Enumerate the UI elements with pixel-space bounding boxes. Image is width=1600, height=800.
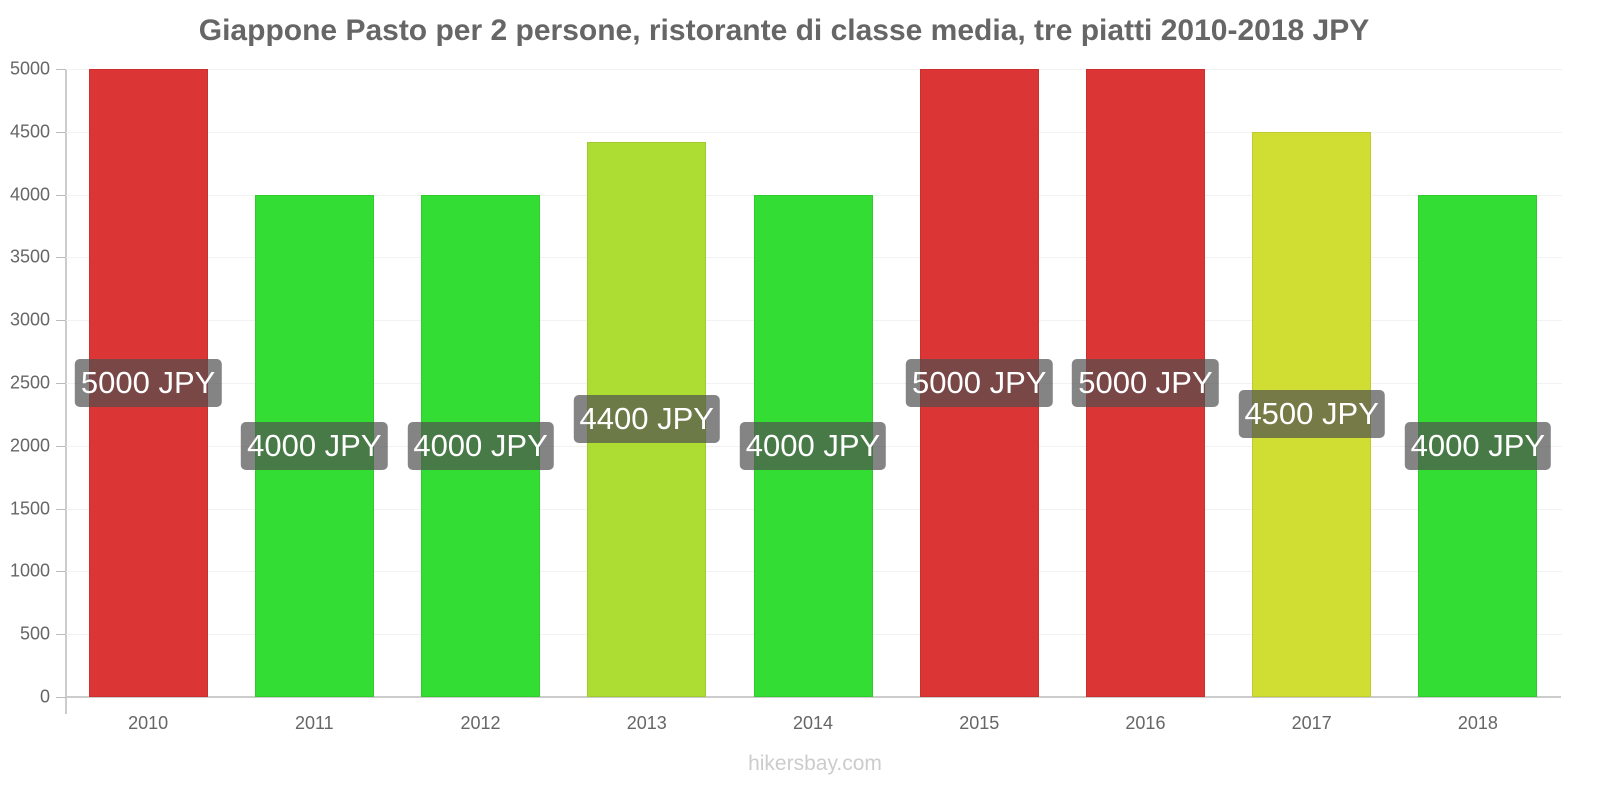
x-tick-label: 2010 (128, 713, 169, 733)
x-axis (65, 696, 1561, 698)
y-tick-mark (56, 571, 66, 573)
y-tick-label: 0 (39, 686, 50, 707)
y-tick-label: 500 (19, 623, 50, 644)
x-tick-label: 2013 (626, 713, 667, 733)
y-tick-label: 3000 (9, 309, 50, 330)
data-label: 4400 JPY (573, 395, 720, 444)
y-tick-label: 5000 (9, 58, 50, 79)
y-tick-mark (56, 445, 66, 447)
y-tick-mark (56, 697, 66, 698)
y-axis (65, 69, 67, 714)
y-tick-mark (56, 69, 66, 70)
data-label: 4000 JPY (241, 421, 388, 470)
data-label: 4500 JPY (1238, 390, 1385, 439)
y-tick-mark (56, 194, 66, 196)
y-tick-mark (56, 320, 66, 322)
data-label: 4000 JPY (1404, 421, 1552, 470)
x-tick-label: 2011 (294, 713, 334, 733)
y-tick-mark (56, 634, 66, 636)
y-tick-label: 3500 (9, 246, 50, 267)
y-tick-label: 2500 (9, 372, 50, 393)
y-tick-mark (56, 383, 66, 384)
x-tick-label: 2012 (460, 713, 501, 733)
y-tick-mark (56, 131, 66, 133)
chart-title: Giappone Pasto per 2 persone, ristorante… (198, 14, 1370, 47)
data-label: 5000 JPY (1072, 359, 1219, 407)
data-label: 5000 JPY (906, 359, 1053, 407)
x-tick-label: 2014 (792, 713, 834, 733)
watermark: hikersbay.com (748, 752, 882, 775)
y-tick-mark (56, 508, 66, 510)
y-tick-label: 4500 (9, 121, 50, 142)
y-tick-label: 1000 (9, 560, 50, 581)
data-label: 4000 JPY (739, 421, 887, 470)
gridline (66, 69, 1562, 70)
plot-area: 0 500 1000 1500 2000 2500 3000 3500 4000 4500 5000… (10, 59, 1562, 733)
x-tick-label: 2017 (1291, 713, 1332, 733)
y-tick-mark (56, 257, 66, 259)
x-tick-label: 2018 (1457, 713, 1498, 733)
y-tick-label: 4000 (9, 184, 50, 205)
y-tick-label: 2000 (9, 435, 50, 456)
x-tick-label: 2016 (1125, 713, 1166, 733)
x-tick-label: 2015 (959, 713, 1000, 733)
y-tick-label: 1500 (9, 498, 50, 519)
data-label: 4000 JPY (407, 421, 554, 470)
data-label: 5000 JPY (74, 359, 222, 407)
gridline (66, 131, 1562, 133)
